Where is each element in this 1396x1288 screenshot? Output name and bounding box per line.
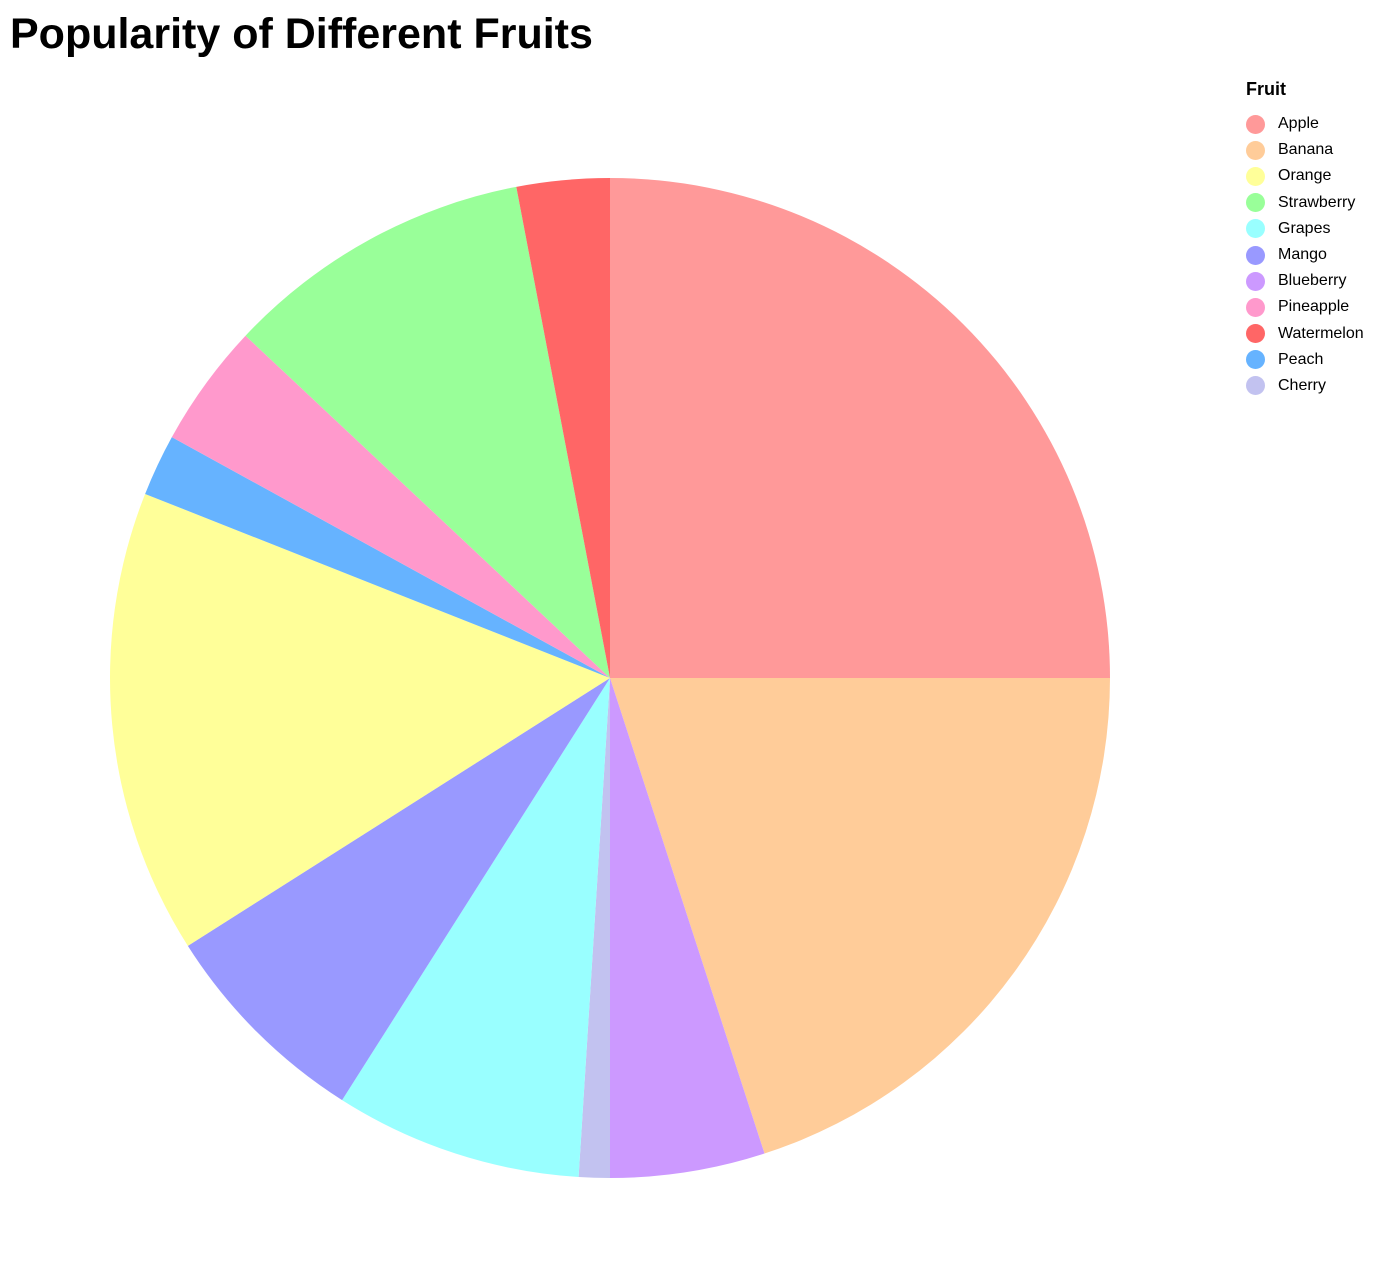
pie-slice-apple (610, 178, 1110, 678)
legend-item-apple: Apple (1246, 111, 1364, 137)
pie-slice-watermelon (516, 178, 610, 678)
legend-label: Blueberry (1278, 272, 1347, 290)
legend-swatch (1246, 219, 1265, 239)
legend-label: Grapes (1278, 219, 1331, 237)
legend-swatch (1246, 324, 1265, 344)
pie-slice-cherry (578, 678, 610, 1178)
pie-slice-strawberry (245, 186, 610, 679)
pie-slice-peach (145, 437, 611, 678)
legend-item-banana: Banana (1246, 137, 1364, 163)
legend-label: Banana (1278, 141, 1334, 159)
legend-label: Pineapple (1278, 298, 1350, 316)
legend-item-watermelon: Watermelon (1246, 321, 1364, 347)
legend-item-mango: Mango (1246, 242, 1364, 268)
legend-swatch (1246, 193, 1265, 213)
pie-slice-blueberry (610, 678, 765, 1178)
chart-title: Popularity of Different Fruits (10, 10, 593, 58)
pie-slice-orange (110, 493, 611, 946)
pie-slice-mango (187, 678, 610, 1101)
legend-label: Apple (1278, 115, 1319, 133)
legend-swatch (1246, 166, 1265, 186)
legend-swatch (1246, 114, 1265, 134)
legend-label: Peach (1278, 350, 1324, 368)
legend-items: Apple Banana Orange Strawberry Grapes Mango Bl… (1246, 111, 1364, 399)
pie-slice-banana (610, 678, 1110, 1154)
legend-label: Mango (1278, 246, 1327, 264)
legend-item-peach: Peach (1246, 347, 1364, 373)
legend-item-grapes: Grapes (1246, 216, 1364, 242)
legend-item-strawberry: Strawberry (1246, 190, 1364, 216)
legend-swatch (1246, 350, 1265, 370)
legend-swatch (1246, 297, 1265, 317)
pie-slice-pineapple (171, 335, 610, 678)
legend-swatch (1246, 271, 1265, 291)
legend-label: Cherry (1278, 376, 1327, 394)
legend-swatch (1246, 245, 1265, 265)
legend-item-pineapple: Pineapple (1246, 294, 1364, 320)
legend-label: Strawberry (1278, 193, 1356, 211)
legend-item-blueberry: Blueberry (1246, 268, 1364, 294)
legend-item-orange: Orange (1246, 163, 1364, 189)
legend-label: Watermelon (1278, 324, 1364, 342)
legend-label: Orange (1278, 167, 1332, 185)
legend: Fruit Apple Banana Orange Strawberry Grapes M… (1246, 78, 1364, 399)
pie-slice-grapes (342, 678, 610, 1178)
legend-swatch (1246, 376, 1265, 396)
legend-title: Fruit (1246, 79, 1286, 99)
legend-swatch (1246, 140, 1265, 160)
pie-slices (110, 178, 1110, 1178)
legend-item-cherry: Cherry (1246, 373, 1364, 399)
